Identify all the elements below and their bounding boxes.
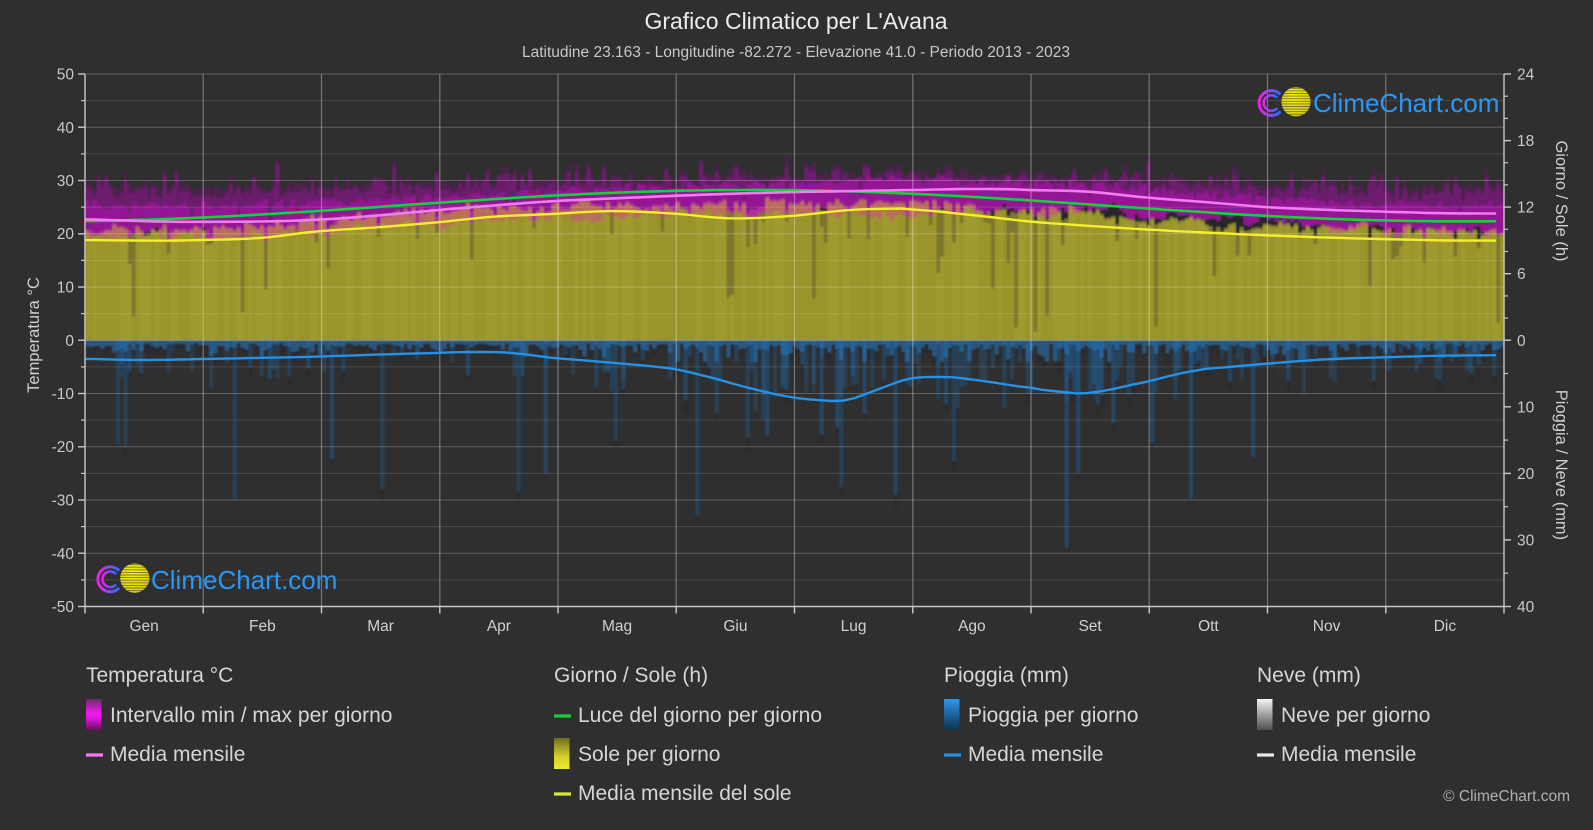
svg-text:Ott: Ott (1198, 618, 1219, 635)
svg-text:Pioggia (mm): Pioggia (mm) (944, 664, 1069, 687)
svg-text:40: 40 (57, 120, 75, 137)
svg-text:Gen: Gen (129, 618, 158, 635)
svg-text:Lug: Lug (841, 618, 867, 635)
svg-text:Neve per giorno: Neve per giorno (1281, 704, 1430, 727)
svg-text:-40: -40 (52, 546, 75, 563)
svg-text:-20: -20 (52, 439, 75, 456)
svg-text:24: 24 (1517, 67, 1535, 84)
svg-text:ClimeChart.com: ClimeChart.com (1313, 88, 1499, 118)
svg-text:Giu: Giu (723, 618, 747, 635)
svg-text:12: 12 (1517, 200, 1534, 217)
svg-text:Pioggia per giorno: Pioggia per giorno (968, 704, 1138, 727)
svg-text:10: 10 (57, 280, 75, 297)
svg-text:Dic: Dic (1434, 618, 1457, 635)
svg-text:Media mensile: Media mensile (1281, 743, 1416, 766)
svg-text:6: 6 (1517, 266, 1526, 283)
svg-text:0: 0 (1517, 333, 1526, 350)
svg-text:Luce del giorno per giorno: Luce del giorno per giorno (578, 704, 822, 727)
svg-text:-30: -30 (52, 493, 75, 510)
svg-text:ClimeChart.com: ClimeChart.com (151, 565, 337, 595)
svg-text:Neve (mm): Neve (mm) (1257, 664, 1361, 687)
svg-text:Nov: Nov (1313, 618, 1341, 635)
svg-text:20: 20 (57, 226, 75, 243)
svg-text:Media mensile del sole: Media mensile del sole (578, 782, 792, 805)
svg-text:Media mensile: Media mensile (968, 743, 1103, 766)
svg-text:Media mensile: Media mensile (110, 743, 245, 766)
svg-text:-50: -50 (52, 599, 75, 616)
svg-text:Ago: Ago (958, 618, 986, 635)
svg-text:Giorno / Sole (h): Giorno / Sole (h) (554, 664, 708, 687)
svg-text:Mar: Mar (367, 618, 394, 635)
svg-text:0: 0 (65, 333, 74, 350)
svg-text:Feb: Feb (249, 618, 276, 635)
svg-text:Temperatura °C: Temperatura °C (86, 664, 233, 687)
svg-text:10: 10 (1517, 399, 1535, 416)
svg-text:Apr: Apr (487, 618, 511, 635)
svg-text:Grafico Climatico per L'Avana: Grafico Climatico per L'Avana (644, 8, 947, 34)
svg-text:30: 30 (1517, 532, 1535, 549)
svg-text:-10: -10 (52, 386, 75, 403)
svg-text:40: 40 (1517, 599, 1535, 616)
svg-text:50: 50 (57, 67, 75, 84)
svg-text:Sole per giorno: Sole per giorno (578, 743, 720, 766)
svg-text:Latitudine 23.163 - Longitudin: Latitudine 23.163 - Longitudine -82.272 … (522, 44, 1070, 61)
svg-text:30: 30 (57, 173, 75, 190)
svg-text:Mag: Mag (602, 618, 632, 635)
svg-text:Temperatura °C: Temperatura °C (25, 277, 43, 393)
svg-text:Set: Set (1078, 618, 1102, 635)
svg-text:18: 18 (1517, 133, 1534, 150)
svg-text:Pioggia / Neve (mm): Pioggia / Neve (mm) (1552, 390, 1570, 540)
svg-text:© ClimeChart.com: © ClimeChart.com (1443, 788, 1570, 805)
svg-text:Intervallo min / max per giorn: Intervallo min / max per giorno (110, 704, 392, 727)
svg-text:Giorno / Sole (h): Giorno / Sole (h) (1552, 140, 1570, 261)
svg-text:20: 20 (1517, 466, 1535, 483)
